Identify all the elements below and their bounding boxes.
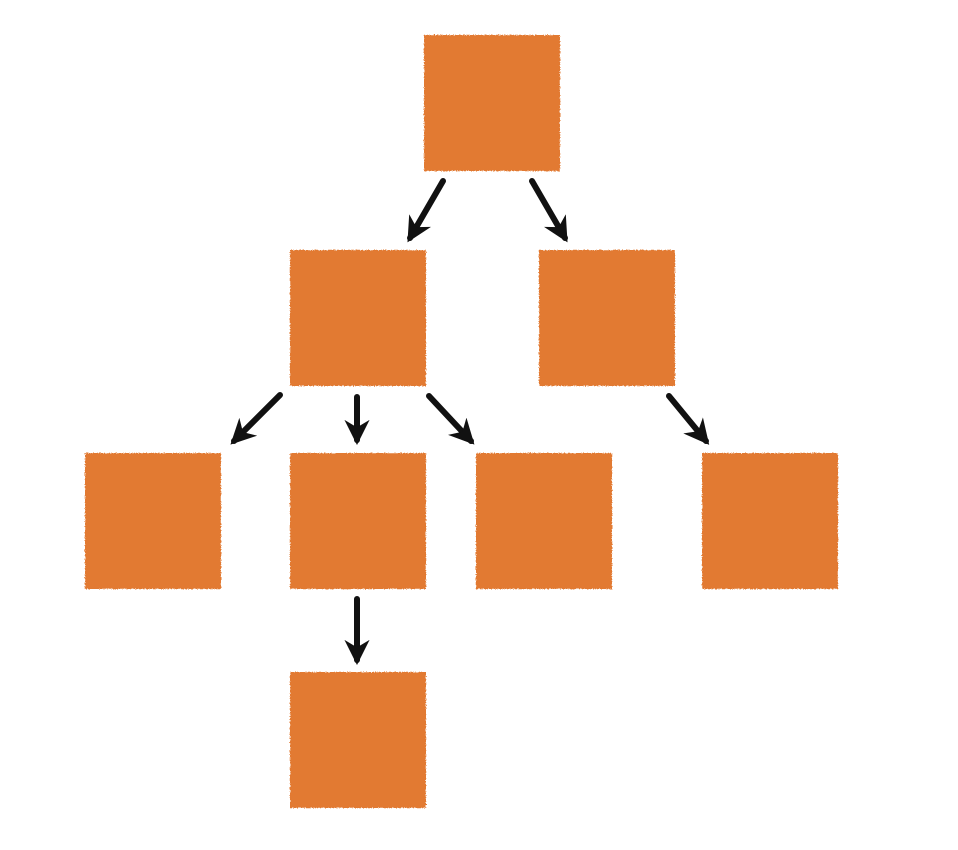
tree-node-grandchild-3 [476, 453, 612, 589]
tree-node-great-grandchild-1 [290, 672, 426, 808]
tree-node-root [424, 35, 560, 171]
arrow-root-to-child-left [407, 178, 446, 243]
nodes-layer [85, 35, 838, 808]
arrow-child-left-to-grandchild-3 [426, 393, 475, 445]
edges-layer [230, 178, 710, 666]
tree-node-child-right [539, 250, 675, 386]
tree-node-grandchild-2 [290, 453, 426, 589]
tree-node-child-left [290, 250, 426, 386]
arrow-child-right-to-grandchild-4 [666, 393, 710, 445]
arrow-child-left-to-grandchild-1 [230, 392, 283, 445]
tree-node-grandchild-1 [85, 453, 221, 589]
tree-node-grandchild-4 [702, 453, 838, 589]
arrow-root-to-child-right [529, 178, 568, 243]
